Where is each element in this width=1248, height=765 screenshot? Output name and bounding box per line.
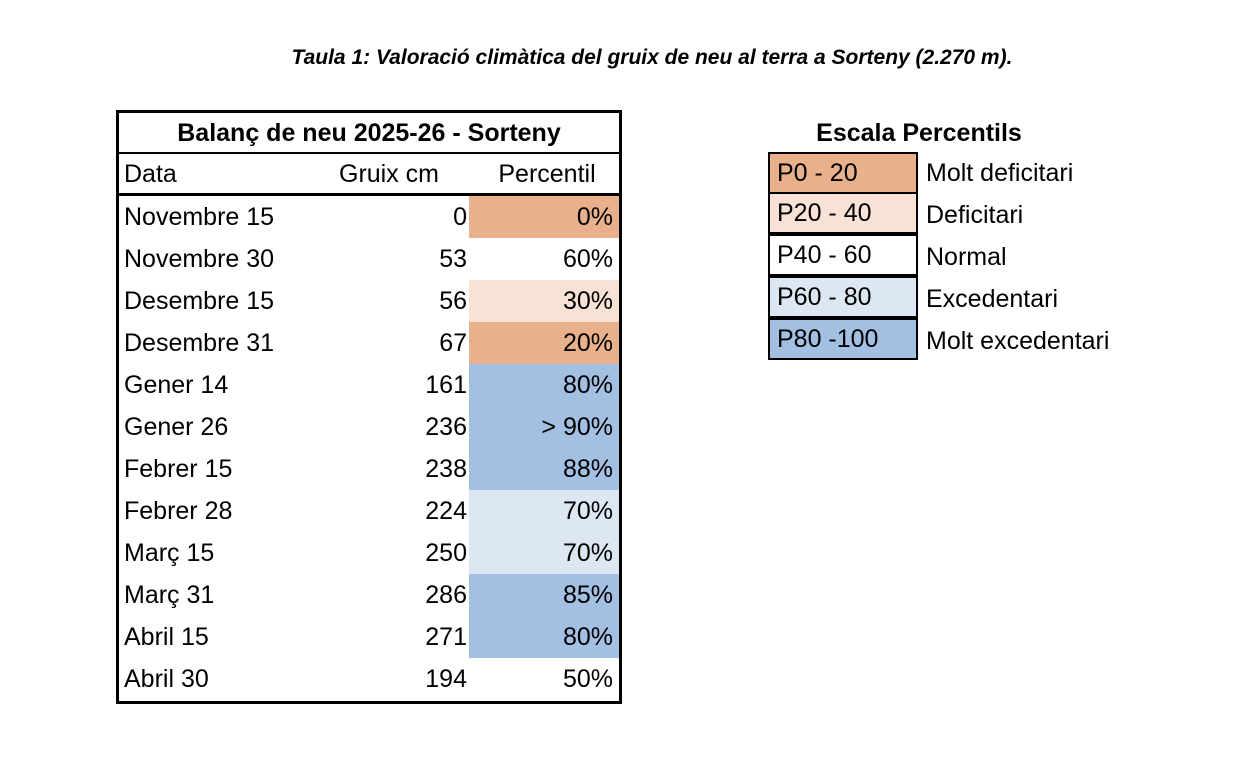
cell-depth: 271	[425, 623, 467, 651]
table-body: Novembre 15 0 0% Novembre 30 53 60% Desembre 1…	[119, 196, 619, 700]
cell-percentile: > 90%	[469, 406, 619, 448]
table-row: Febrer 15 238 88%	[119, 448, 619, 490]
cell-depth: 0	[453, 203, 467, 231]
legend-label: Molt deficitari	[926, 159, 1074, 187]
table-title: Balanç de neu 2025-26 - Sorteny	[119, 113, 619, 154]
cell-percentile: 0%	[469, 196, 619, 238]
legend-item: P0 - 20 Molt deficitari	[768, 152, 1109, 194]
cell-percentile: 70%	[469, 532, 619, 574]
legend-swatch: P20 - 40	[768, 192, 918, 234]
cell-date: Març 15	[124, 539, 215, 567]
table-row: Abril 15 271 80%	[119, 616, 619, 658]
cell-date: Gener 26	[124, 413, 229, 441]
header-depth: Gruix cm	[339, 160, 439, 188]
legend-swatch: P40 - 60	[768, 234, 918, 276]
header-percentile: Percentil	[498, 160, 596, 188]
cell-date: Març 31	[124, 581, 215, 609]
cell-date: Febrer 15	[124, 455, 233, 483]
cell-percentile: 20%	[469, 322, 619, 364]
cell-depth: 56	[439, 287, 467, 315]
cell-date: Gener 14	[124, 371, 229, 399]
legend-item: P40 - 60 Normal	[768, 234, 1109, 278]
legend-item: P20 - 40 Deficitari	[768, 192, 1109, 236]
cell-date: Novembre 30	[124, 245, 275, 273]
cell-date: Novembre 15	[124, 203, 275, 231]
cell-percentile: 70%	[469, 490, 619, 532]
legend-item: P60 - 80 Excedentari	[768, 276, 1109, 320]
legend-swatch: P0 - 20	[768, 152, 918, 194]
cell-depth: 236	[425, 413, 467, 441]
table-row: Novembre 30 53 60%	[119, 238, 619, 280]
legend-label: Deficitari	[926, 201, 1024, 229]
legend-label: Excedentari	[926, 285, 1059, 313]
cell-percentile: 88%	[469, 448, 619, 490]
cell-percentile: 80%	[469, 616, 619, 658]
cell-depth: 238	[425, 455, 467, 483]
cell-percentile: 85%	[469, 574, 619, 616]
cell-date: Abril 15	[124, 623, 209, 651]
cell-date: Abril 30	[124, 665, 209, 693]
cell-depth: 194	[425, 665, 467, 693]
cell-depth: 224	[425, 497, 467, 525]
table-header-row: Data Gruix cm Percentil	[119, 154, 619, 196]
cell-date: Febrer 28	[124, 497, 233, 525]
cell-depth: 250	[425, 539, 467, 567]
table-row: Abril 30 194 50%	[119, 658, 619, 700]
percentile-legend: P0 - 20 Molt deficitari P20 - 40 Deficitari…	[768, 152, 1109, 362]
cell-date: Desembre 31	[124, 329, 275, 357]
legend-item: P80 -100 Molt excedentari	[768, 318, 1110, 362]
table-row: Gener 14 161 80%	[119, 364, 619, 406]
table-row: Novembre 15 0 0%	[119, 196, 619, 238]
cell-depth: 286	[425, 581, 467, 609]
legend-title: Escala Percentils	[816, 119, 1022, 147]
cell-percentile: 50%	[469, 658, 619, 700]
table-row: Desembre 31 67 20%	[119, 322, 619, 364]
cell-percentile: 30%	[469, 280, 619, 322]
legend-label: Normal	[926, 243, 1007, 271]
snow-balance-table: Balanç de neu 2025-26 - Sorteny Data Gru…	[116, 110, 622, 704]
table-row: Març 31 286 85%	[119, 574, 619, 616]
table-row: Febrer 28 224 70%	[119, 490, 619, 532]
cell-depth: 67	[439, 329, 467, 357]
cell-percentile: 80%	[469, 364, 619, 406]
cell-depth: 161	[425, 371, 467, 399]
table-caption: Taula 1: Valoració climàtica del gruix d…	[291, 46, 1013, 69]
table-row: Març 15 250 70%	[119, 532, 619, 574]
table-row: Gener 26 236 > 90%	[119, 406, 619, 448]
legend-swatch: P60 - 80	[768, 276, 918, 318]
cell-depth: 53	[439, 245, 467, 273]
legend-swatch: P80 -100	[768, 318, 918, 360]
legend-label: Molt excedentari	[926, 327, 1110, 355]
table-row: Desembre 15 56 30%	[119, 280, 619, 322]
cell-date: Desembre 15	[124, 287, 275, 315]
header-date: Data	[124, 160, 177, 188]
cell-percentile: 60%	[469, 238, 619, 280]
